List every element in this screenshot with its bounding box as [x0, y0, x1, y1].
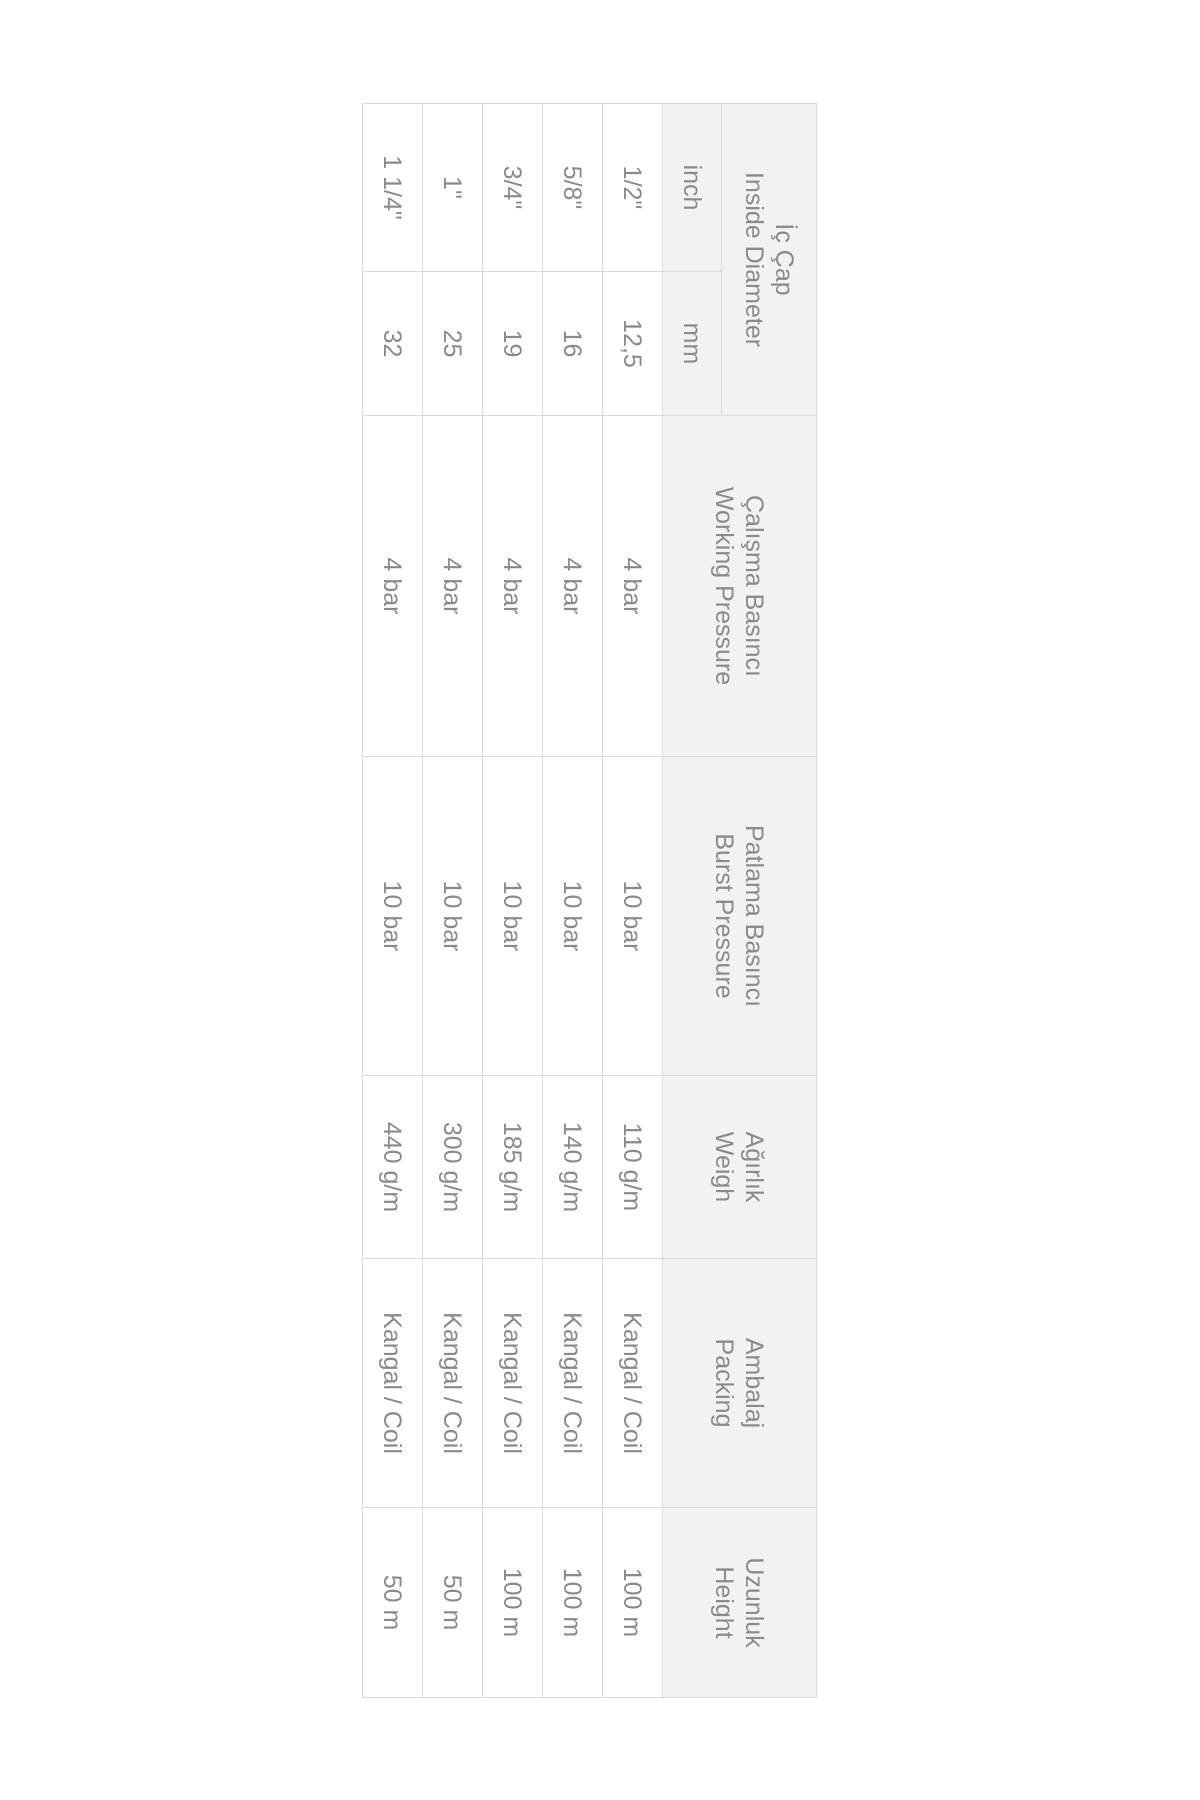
header-working-pressure: Çalışma Basıncı Working Pressure: [662, 415, 817, 757]
header-height: Uzunluk Height: [662, 1507, 817, 1698]
cell-weigh: 300 g/m: [422, 1075, 483, 1259]
cell-burst-pressure: 10 bar: [482, 756, 543, 1076]
cell-packing: Kangal / Coil: [422, 1258, 483, 1508]
cell-working-pressure: 4 bar: [482, 415, 543, 757]
cell-burst-pressure: 10 bar: [602, 756, 663, 1076]
cell-height: 50 m: [362, 1507, 423, 1698]
header-burst-pressure-en: Burst Pressure: [710, 833, 739, 999]
cell-working-pressure: 4 bar: [362, 415, 423, 757]
cell-working-pressure: 4 bar: [422, 415, 483, 757]
header-burst-pressure: Patlama Basıncı Burst Pressure: [662, 756, 817, 1076]
cell-weigh: 440 g/m: [362, 1075, 423, 1259]
cell-inch: 1": [422, 103, 483, 272]
cell-height: 100 m: [542, 1507, 603, 1698]
hose-spec-table: İç Çap Inside Diameter Çalışma Basıncı W…: [362, 103, 817, 1698]
cell-mm: 32: [362, 271, 423, 416]
header-height-en: Height: [710, 1566, 739, 1639]
header-weigh: Ağırlık Weigh: [662, 1075, 817, 1259]
cell-burst-pressure: 10 bar: [542, 756, 603, 1076]
cell-weigh: 185 g/m: [482, 1075, 543, 1259]
table-row-one-and-quarter-inch: 1 1/4" 32 4 bar 10 bar 440 g/m Kangal / …: [362, 103, 423, 1698]
cell-height: 100 m: [482, 1507, 543, 1698]
header-inside-diameter-en: Inside Diameter: [740, 171, 768, 348]
header-inside-diameter: İç Çap Inside Diameter: [721, 103, 817, 416]
cell-packing: Kangal / Coil: [362, 1258, 423, 1508]
cell-inch: 1/2": [602, 103, 663, 272]
table-row-five-eighths-inch: 5/8" 16 4 bar 10 bar 140 g/m Kangal / Co…: [542, 103, 603, 1698]
header-weigh-tr: Ağırlık: [740, 1131, 769, 1203]
cell-working-pressure: 4 bar: [602, 415, 663, 757]
cell-weigh: 140 g/m: [542, 1075, 603, 1259]
table-row-one-inch: 1" 25 4 bar 10 bar 300 g/m Kangal / Coil…: [422, 103, 483, 1698]
header-working-pressure-en: Working Pressure: [710, 486, 739, 686]
cell-packing: Kangal / Coil: [542, 1258, 603, 1508]
header-packing-tr: Ambalaj: [740, 1337, 769, 1429]
header-burst-pressure-tr: Patlama Basıncı: [740, 825, 769, 1008]
cell-weigh: 110 g/m: [602, 1075, 663, 1259]
cell-height: 50 m: [422, 1507, 483, 1698]
cell-mm: 12,5: [602, 271, 663, 416]
table-row-half-inch: 1/2" 12,5 4 bar 10 bar 110 g/m Kangal / …: [602, 103, 663, 1698]
header-mm: mm: [662, 271, 722, 416]
cell-burst-pressure: 10 bar: [422, 756, 483, 1076]
cell-inch: 3/4": [482, 103, 543, 272]
header-inside-diameter-tr: İç Çap: [770, 223, 798, 296]
header-working-pressure-tr: Çalışma Basıncı: [740, 495, 769, 678]
cell-packing: Kangal / Coil: [602, 1258, 663, 1508]
header-packing-en: Packing: [710, 1338, 739, 1428]
header-packing: Ambalaj Packing: [662, 1258, 817, 1508]
header-weigh-en: Weigh: [710, 1131, 739, 1203]
header-height-tr: Uzunluk: [740, 1557, 769, 1648]
cell-working-pressure: 4 bar: [542, 415, 603, 757]
cell-inch: 5/8": [542, 103, 603, 272]
cell-mm: 19: [482, 271, 543, 416]
rotated-spec-table-wrapper: İç Çap Inside Diameter Çalışma Basıncı W…: [362, 103, 817, 1698]
cell-mm: 16: [542, 271, 603, 416]
header-inch: inch: [662, 103, 722, 272]
cell-height: 100 m: [602, 1507, 663, 1698]
cell-mm: 25: [422, 271, 483, 416]
cell-inch: 1 1/4": [362, 103, 423, 272]
cell-packing: Kangal / Coil: [482, 1258, 543, 1508]
header-row-main: İç Çap Inside Diameter Çalışma Basıncı W…: [662, 103, 817, 1698]
table-row-three-quarters-inch: 3/4" 19 4 bar 10 bar 185 g/m Kangal / Co…: [482, 103, 543, 1698]
cell-burst-pressure: 10 bar: [362, 756, 423, 1076]
